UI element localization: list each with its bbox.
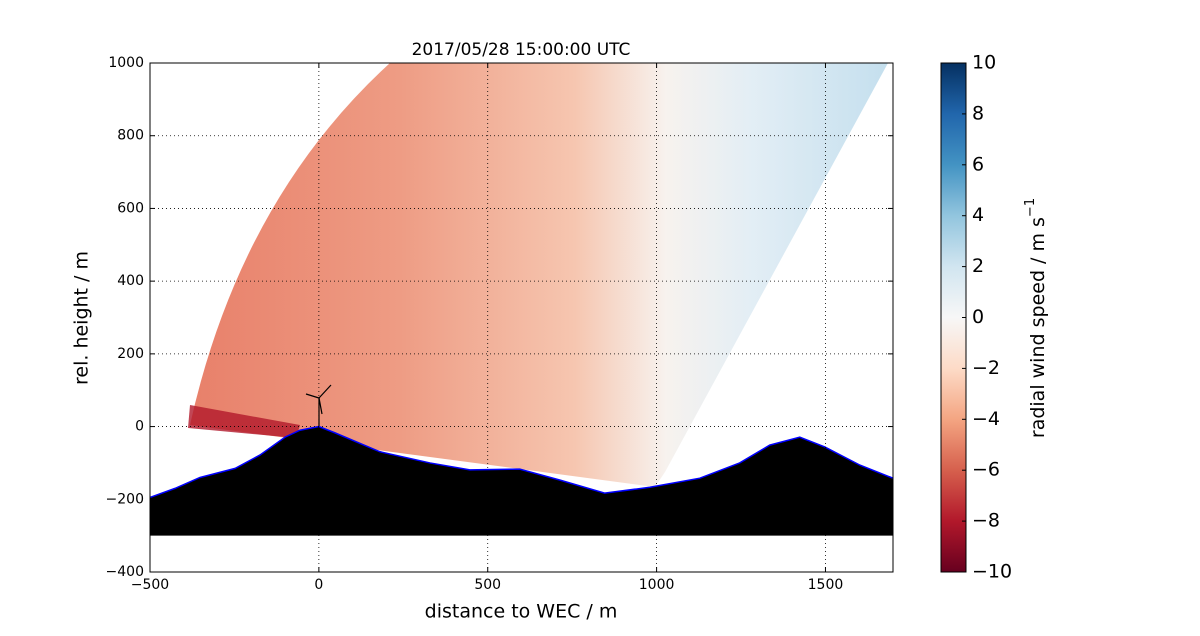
x-tick-label: 1000: [639, 577, 675, 593]
chart-title: 2017/05/28 15:00:00 UTC: [412, 40, 631, 60]
plot-area: [149, 425, 894, 536]
near-field-noise: [188, 405, 300, 438]
colorbar-label: radial wind speed / m s−1: [1023, 198, 1049, 438]
colorbar-tick-label: 4: [972, 204, 984, 226]
y-tick-label: 600: [117, 200, 144, 216]
y-tick-label: 0: [135, 419, 144, 435]
y-tick-label: 800: [117, 128, 144, 144]
colorbar-tick-label: 2: [972, 255, 984, 277]
y-axis-label: rel. height / m: [71, 251, 93, 385]
colorbar-tick-label: 10: [972, 52, 996, 74]
colorbar-tick-label: 8: [972, 102, 984, 124]
x-tick-label: 500: [474, 577, 501, 593]
y-tick-label: −200: [106, 491, 144, 507]
colorbar-tick-label: −6: [972, 459, 1000, 481]
terrain-area: [150, 426, 893, 536]
x-tick-label: 0: [314, 577, 323, 593]
x-tick-label: 1500: [808, 577, 844, 593]
plot-frame: [149, 62, 894, 573]
y-tick-label: −400: [106, 564, 144, 580]
terrain-edge: [149, 425, 894, 499]
x-axis-label: distance to WEC / m: [425, 601, 618, 623]
colorbar-tick-label: −2: [972, 357, 1000, 379]
colorbar-label-exponent: −1: [1023, 198, 1038, 217]
y-tick-label: 200: [117, 346, 144, 362]
colorbar-tick-label: 0: [972, 306, 984, 328]
colorbar-tick-label: −8: [972, 510, 1000, 532]
colorbar-label-text: radial wind speed / m s: [1027, 217, 1049, 438]
y-tick-label: 400: [117, 273, 144, 289]
y-tick-label: 1000: [108, 55, 144, 71]
wind-field: [190, 63, 888, 487]
x-tick-label: −500: [131, 577, 169, 593]
colorbar-tick-label: −10: [972, 561, 1012, 583]
colorbar-tick-label: 6: [972, 153, 984, 175]
colorbar-tick-label: −4: [972, 408, 1000, 430]
